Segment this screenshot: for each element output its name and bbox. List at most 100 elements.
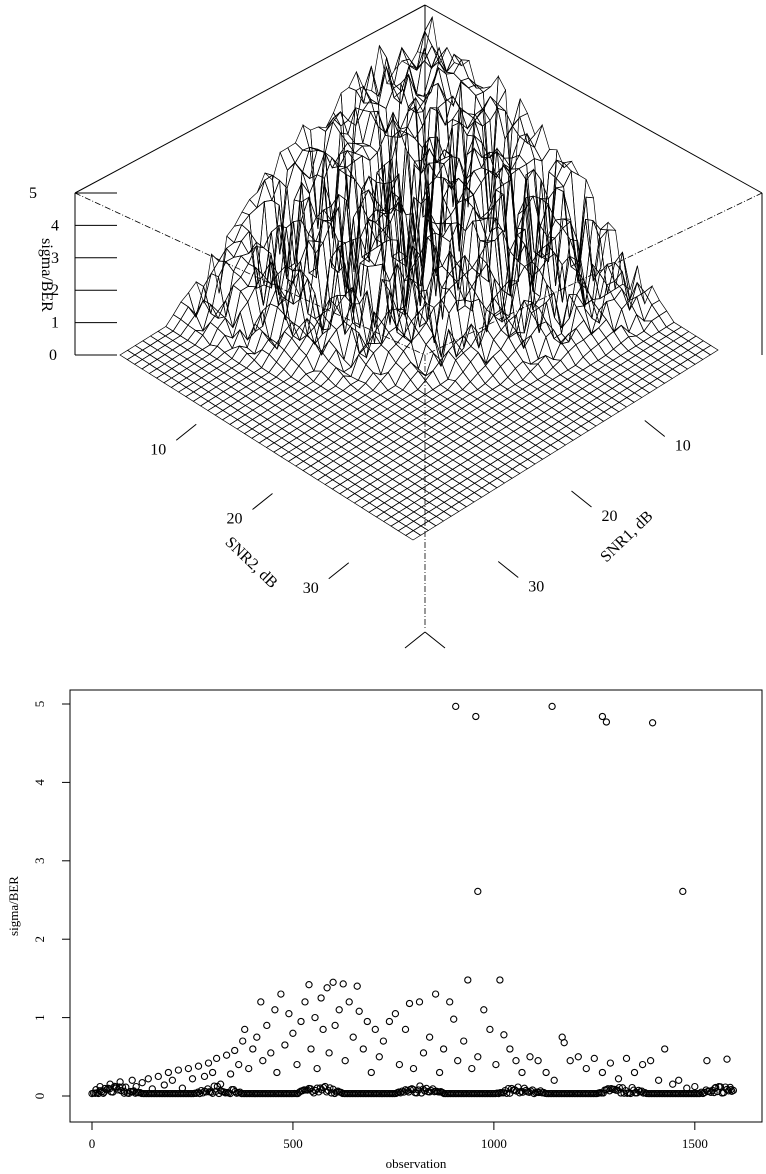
surface-facet [368, 175, 385, 272]
surface-facet [335, 375, 352, 392]
surface-facet [489, 449, 507, 461]
surface-facet [519, 458, 536, 470]
surface-facet [359, 256, 376, 267]
surface-facet [504, 459, 521, 470]
surface-facet [443, 487, 460, 498]
surface-facet [458, 487, 475, 498]
surface-facet [261, 353, 277, 373]
surface-facet [414, 459, 432, 471]
surface-facet [274, 418, 291, 430]
surface-facet [552, 359, 569, 376]
surface-facet [566, 374, 584, 385]
surface-facet [504, 468, 521, 479]
surface-facet [514, 388, 531, 399]
surface-facet [376, 502, 393, 513]
surface-facet [513, 407, 530, 418]
surface-facet [424, 370, 441, 391]
scatter-point [212, 1054, 221, 1063]
scatter-outlier [548, 702, 556, 711]
surface-facet [305, 381, 322, 392]
scatter-point [723, 1055, 731, 1063]
scatter-point [450, 1015, 458, 1023]
surface-facet [383, 506, 400, 518]
surface-facet [273, 437, 290, 448]
surface-facet [672, 335, 690, 347]
surface-facet [133, 359, 151, 370]
surface-facet [414, 478, 431, 489]
scatter-point [349, 1033, 357, 1041]
surface-facet [590, 327, 607, 345]
surface-facet [430, 422, 448, 433]
surface-facet [573, 406, 590, 418]
scatter-point [622, 1054, 631, 1063]
surface-facet [375, 511, 392, 522]
scatter-point [526, 1053, 534, 1061]
surface-facet [432, 384, 449, 395]
surface-facet [550, 430, 567, 441]
surface-facet [295, 442, 313, 453]
surface-facet [409, 389, 426, 400]
surface-facet [522, 370, 539, 385]
scatter-point [363, 1017, 371, 1026]
surface-facet [448, 281, 465, 302]
snr2-tick-mark [404, 631, 426, 649]
surface-facet [237, 395, 254, 406]
surface-facet [596, 392, 613, 403]
surface-facet [605, 330, 622, 350]
surface-facet [672, 354, 689, 365]
surface-facet [435, 501, 453, 513]
surface-facet [476, 383, 494, 395]
surface-facet [529, 379, 546, 390]
scatter-point [138, 1079, 146, 1087]
surface-facet [229, 419, 246, 430]
surface-facet [582, 364, 599, 375]
surface-facet [289, 418, 306, 429]
surface-facet [209, 327, 226, 347]
surface-facet [185, 391, 202, 402]
surface-facet [702, 344, 719, 356]
surface-facet [357, 394, 374, 405]
surface-facet [142, 335, 159, 346]
surface-facet [415, 441, 432, 452]
surface-facet [543, 407, 560, 418]
surface-facet [490, 440, 507, 451]
surface-facet [437, 436, 455, 447]
surface-facet [266, 414, 284, 425]
surface-facet [490, 75, 506, 203]
surface-facet [253, 330, 270, 355]
surface-facet [232, 276, 249, 292]
surface-facet [436, 483, 453, 494]
scatter-point [480, 1006, 488, 1014]
surface-facet [209, 345, 226, 360]
surface-facet [266, 423, 283, 434]
scatter-point [486, 1025, 494, 1034]
surface-facet [328, 328, 345, 360]
surface-facet [583, 320, 599, 335]
surface-facet [333, 418, 351, 429]
surface-facet [288, 437, 305, 448]
surface-facet [536, 402, 553, 413]
surface-facet [519, 449, 536, 460]
surface-facet [164, 330, 182, 341]
surface-facet [259, 418, 276, 430]
surface-facet [619, 359, 636, 370]
surface-facet [355, 432, 373, 443]
surface-facet [141, 354, 158, 365]
surface-facet [369, 460, 387, 471]
surface-facet [490, 431, 507, 442]
scatter-point [106, 1080, 114, 1088]
surface-facet [428, 506, 445, 517]
surface-facet [347, 474, 364, 485]
scatter-point [289, 1029, 297, 1037]
surface-facet [141, 344, 159, 356]
surface-facet [395, 350, 412, 371]
surface-facet [218, 235, 235, 294]
surface-facet [223, 358, 240, 369]
snr2-tick-label: 20 [227, 511, 243, 528]
surface-facet [362, 446, 380, 457]
scatter-point [194, 1062, 203, 1070]
surface-facet [238, 352, 255, 369]
surface-facet [573, 416, 590, 427]
surface-facet [597, 337, 614, 356]
surface-facet [356, 404, 374, 415]
